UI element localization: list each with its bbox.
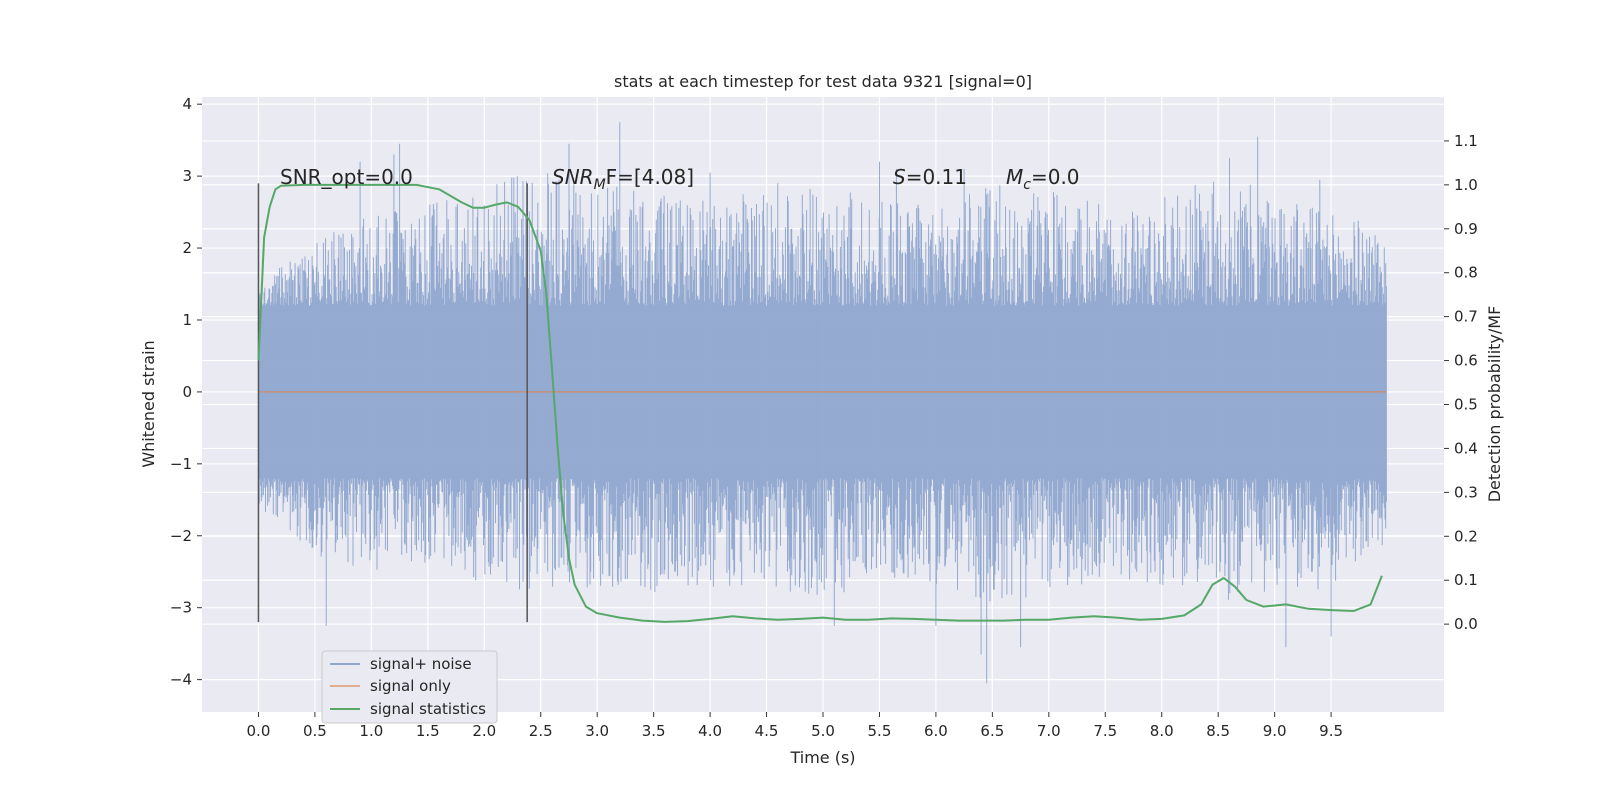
annotation-mc-sub: c (1023, 177, 1031, 193)
x-tick-label: 2.0 (472, 722, 496, 740)
y-axis-label-left: Whitened strain (139, 340, 158, 467)
legend-label-signal-statistics: signal statistics (370, 700, 486, 718)
x-tick-label: 3.5 (642, 722, 666, 740)
y-axis-label-right: Detection probability/MF (1485, 306, 1504, 503)
annotation-snr-opt: SNR_opt=0.0 (280, 165, 413, 189)
x-tick-label: 4.5 (755, 722, 779, 740)
y-tick-label-right: 0.5 (1454, 396, 1478, 414)
chart-title: stats at each timestep for test data 932… (614, 72, 1032, 91)
y-tick-label-left: −1 (170, 455, 192, 473)
annotation-snr-mf: SNRMF=[4.08] (552, 165, 694, 193)
annotations: SNR_opt=0.0 SNRMF=[4.08] S=0.11 Mc=0.0 (280, 165, 1080, 193)
y-tick-label-left: 4 (182, 95, 192, 113)
y-tick-label-right: 0.2 (1454, 527, 1478, 545)
y-tick-label-right: 0.9 (1454, 220, 1478, 238)
y-tick-label-left: −3 (170, 599, 192, 617)
x-tick-label: 9.5 (1319, 722, 1343, 740)
y-tick-label-left: 2 (182, 239, 192, 257)
x-tick-label: 7.5 (1093, 722, 1117, 740)
legend: signal+ noise signal only signal statist… (321, 650, 498, 724)
x-tick-label: 7.0 (1037, 722, 1061, 740)
x-tick-label: 6.0 (924, 722, 948, 740)
x-tick-label: 1.0 (359, 722, 383, 740)
y-tick-label-right: 0.3 (1454, 483, 1478, 501)
x-tick-label: 3.0 (585, 722, 609, 740)
y-tick-label-right: 1.1 (1454, 132, 1478, 150)
y-tick-label-right: 0.1 (1454, 571, 1478, 589)
x-axis-label: Time (s) (789, 748, 855, 767)
y-tick-label-left: −2 (170, 527, 192, 545)
annotation-s-main: S (893, 165, 906, 189)
x-tick-label: 6.5 (980, 722, 1004, 740)
y-tick-label-right: 0.6 (1454, 352, 1478, 370)
y-tick-label-right: 0.4 (1454, 439, 1478, 457)
x-tick-label: 0.0 (247, 722, 271, 740)
annotation-snr-mf-sub: M (594, 177, 606, 193)
x-tick-label: 8.0 (1150, 722, 1174, 740)
y-tick-label-right: 0.8 (1454, 264, 1478, 282)
x-tick-label: 1.5 (416, 722, 440, 740)
y-tick-label-left: 3 (182, 167, 192, 185)
annotation-mc-main: M (1006, 165, 1023, 189)
x-tick-label: 8.5 (1206, 722, 1230, 740)
x-tick-label: 5.0 (811, 722, 835, 740)
y-tick-label-right: 0.0 (1454, 615, 1478, 633)
y-tick-label-left: 0 (182, 383, 192, 401)
annotation-mc-rest: =0.0 (1031, 165, 1080, 189)
legend-label-signal-noise: signal+ noise (370, 655, 472, 673)
x-tick-label: 2.5 (529, 722, 553, 740)
signal-statistics-series (257, 183, 1383, 623)
x-tick-label: 0.5 (303, 722, 327, 740)
y-tick-label-right: 0.7 (1454, 308, 1478, 326)
vertical-markers (257, 183, 528, 623)
annotation-mc: Mc=0.0 (1006, 165, 1080, 193)
legend-label-signal-only: signal only (370, 677, 451, 695)
y-tick-label-left: 1 (182, 311, 192, 329)
annotation-snr-mf-main: SNR (552, 165, 594, 189)
x-tick-label: 5.5 (868, 722, 892, 740)
y-tick-label-left: −4 (170, 671, 192, 689)
annotation-s: S=0.11 (893, 165, 967, 189)
signal-statistics-line (257, 183, 1383, 623)
annotation-snr-mf-rest: F=[4.08] (606, 165, 694, 189)
legend-box (321, 650, 498, 724)
annotation-s-rest: =0.11 (906, 165, 967, 189)
x-tick-label: 9.0 (1263, 722, 1287, 740)
x-tick-label: 4.0 (698, 722, 722, 740)
tick-labels: 0.0 0.5 1.0 1.5 2.0 2.5 3.0 3.5 4.0 4.5 5.0 5.5 6.0 6… (170, 95, 1478, 740)
y-tick-label-right: 1.0 (1454, 176, 1478, 194)
